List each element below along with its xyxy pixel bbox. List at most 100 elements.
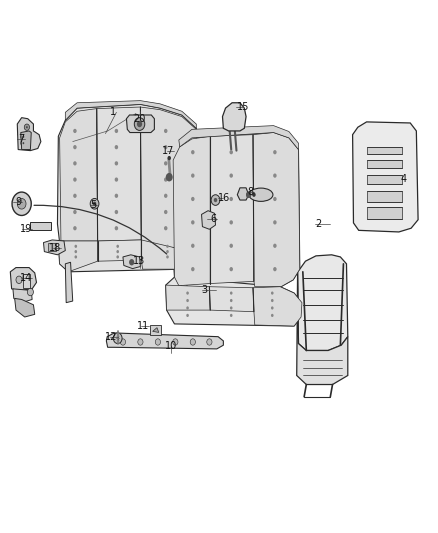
Circle shape bbox=[173, 339, 178, 345]
Circle shape bbox=[186, 306, 189, 310]
Polygon shape bbox=[367, 175, 403, 184]
Polygon shape bbox=[253, 287, 302, 326]
Circle shape bbox=[164, 210, 167, 214]
Circle shape bbox=[252, 192, 256, 197]
Text: 15: 15 bbox=[237, 102, 249, 112]
Text: 14: 14 bbox=[20, 273, 32, 283]
Text: 19: 19 bbox=[20, 224, 32, 235]
Circle shape bbox=[129, 259, 134, 265]
Polygon shape bbox=[297, 272, 348, 384]
Polygon shape bbox=[57, 104, 198, 248]
Circle shape bbox=[16, 276, 22, 284]
Circle shape bbox=[214, 198, 217, 202]
Circle shape bbox=[120, 339, 126, 345]
Text: 4: 4 bbox=[400, 174, 406, 184]
Circle shape bbox=[27, 288, 33, 296]
Bar bbox=[48, 243, 56, 251]
Circle shape bbox=[155, 339, 160, 345]
Polygon shape bbox=[181, 268, 187, 303]
Circle shape bbox=[273, 197, 277, 201]
Text: 3: 3 bbox=[201, 286, 208, 295]
Polygon shape bbox=[166, 285, 210, 310]
Circle shape bbox=[186, 299, 189, 302]
Polygon shape bbox=[173, 133, 300, 287]
Polygon shape bbox=[106, 333, 223, 349]
Circle shape bbox=[73, 193, 77, 198]
Polygon shape bbox=[60, 109, 98, 241]
Circle shape bbox=[74, 245, 77, 248]
Circle shape bbox=[22, 136, 24, 138]
Bar bbox=[30, 222, 51, 230]
Circle shape bbox=[117, 255, 119, 259]
Circle shape bbox=[211, 195, 220, 205]
Polygon shape bbox=[253, 133, 300, 287]
Circle shape bbox=[115, 177, 118, 182]
Ellipse shape bbox=[249, 188, 273, 201]
Circle shape bbox=[73, 177, 77, 182]
Polygon shape bbox=[367, 147, 403, 154]
Polygon shape bbox=[237, 188, 249, 200]
Polygon shape bbox=[98, 240, 141, 261]
Circle shape bbox=[230, 150, 233, 155]
Circle shape bbox=[138, 339, 143, 345]
Circle shape bbox=[164, 161, 167, 165]
Text: 12: 12 bbox=[105, 332, 118, 342]
Circle shape bbox=[186, 292, 189, 295]
Polygon shape bbox=[209, 287, 254, 312]
Polygon shape bbox=[21, 131, 31, 150]
Circle shape bbox=[73, 226, 77, 230]
Circle shape bbox=[115, 226, 118, 230]
Polygon shape bbox=[65, 101, 196, 128]
Circle shape bbox=[273, 267, 277, 271]
Circle shape bbox=[22, 142, 24, 144]
Text: 10: 10 bbox=[165, 341, 177, 351]
Polygon shape bbox=[353, 122, 418, 232]
Circle shape bbox=[115, 161, 118, 165]
Circle shape bbox=[230, 244, 233, 248]
Circle shape bbox=[167, 156, 171, 160]
Circle shape bbox=[191, 244, 194, 248]
Circle shape bbox=[207, 339, 212, 345]
Circle shape bbox=[166, 245, 169, 248]
Circle shape bbox=[115, 193, 118, 198]
Circle shape bbox=[74, 250, 77, 253]
Circle shape bbox=[21, 134, 26, 140]
Circle shape bbox=[273, 244, 277, 248]
Polygon shape bbox=[58, 241, 98, 272]
Text: 9: 9 bbox=[15, 197, 21, 207]
Circle shape bbox=[230, 197, 233, 201]
Polygon shape bbox=[223, 103, 246, 131]
Polygon shape bbox=[297, 255, 348, 351]
Circle shape bbox=[186, 314, 189, 317]
Circle shape bbox=[230, 220, 233, 224]
Polygon shape bbox=[166, 277, 302, 326]
Circle shape bbox=[73, 161, 77, 165]
Text: 18: 18 bbox=[49, 244, 61, 253]
Polygon shape bbox=[210, 135, 254, 284]
Text: 20: 20 bbox=[133, 114, 146, 124]
Bar bbox=[23, 274, 30, 288]
Circle shape bbox=[115, 129, 118, 133]
Circle shape bbox=[166, 173, 173, 181]
Polygon shape bbox=[58, 229, 207, 272]
Circle shape bbox=[273, 150, 277, 155]
Circle shape bbox=[246, 191, 251, 198]
Text: 13: 13 bbox=[134, 256, 146, 266]
Circle shape bbox=[271, 292, 274, 295]
Circle shape bbox=[230, 267, 233, 271]
Circle shape bbox=[164, 193, 167, 198]
Circle shape bbox=[93, 201, 96, 206]
Circle shape bbox=[230, 299, 233, 302]
Circle shape bbox=[164, 177, 167, 182]
Polygon shape bbox=[43, 240, 65, 255]
Polygon shape bbox=[17, 118, 41, 151]
Polygon shape bbox=[65, 262, 73, 303]
Text: 7: 7 bbox=[18, 134, 25, 144]
Circle shape bbox=[24, 124, 29, 131]
Circle shape bbox=[137, 121, 142, 127]
Polygon shape bbox=[141, 229, 207, 269]
Polygon shape bbox=[13, 289, 32, 303]
Circle shape bbox=[73, 145, 77, 149]
Circle shape bbox=[230, 306, 233, 310]
Circle shape bbox=[191, 220, 194, 224]
